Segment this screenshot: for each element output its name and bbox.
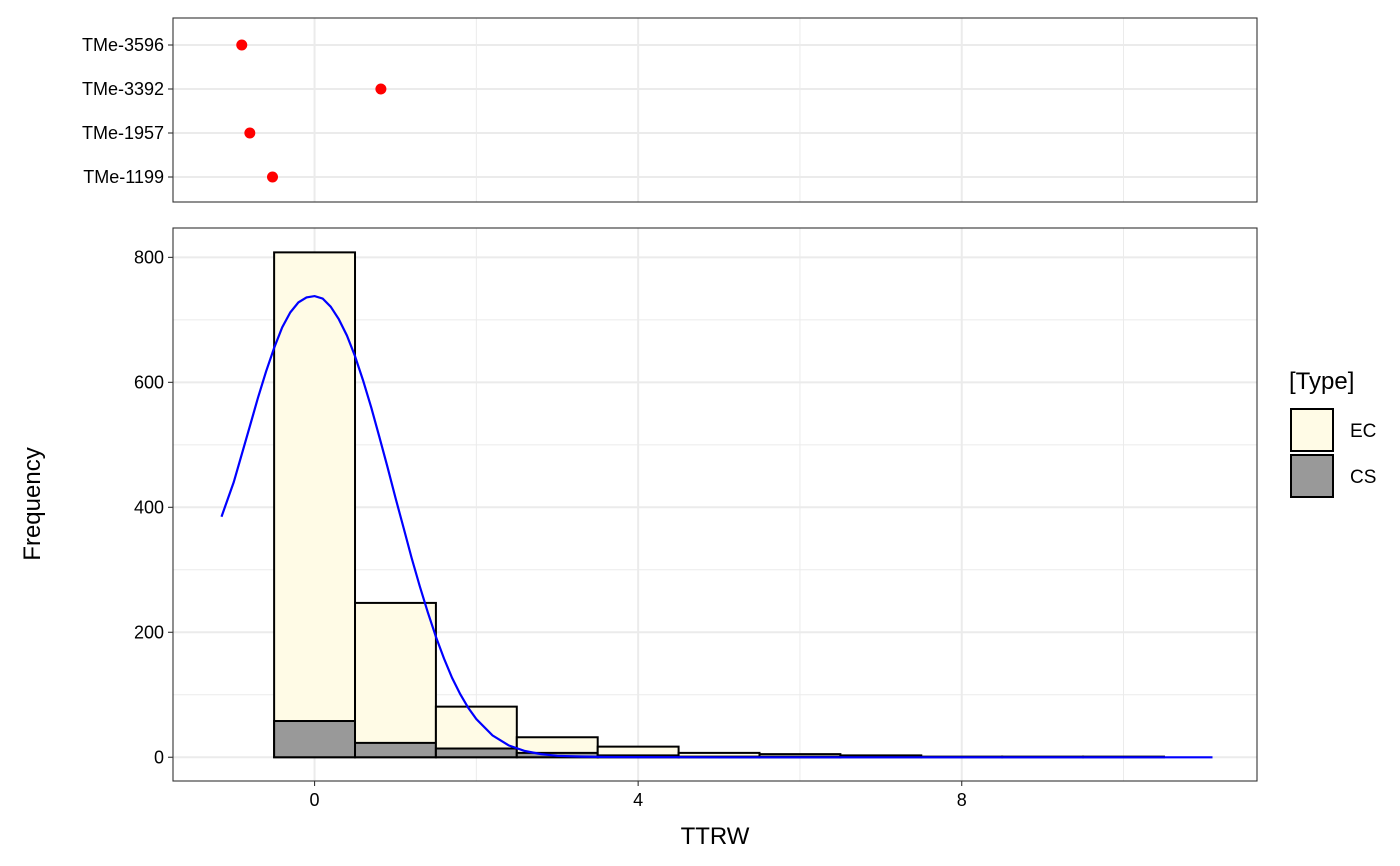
legend-key-ec <box>1290 408 1334 452</box>
legend-title: [Type] <box>1289 368 1354 395</box>
y-tick-label: TMe-1199 <box>83 167 164 187</box>
y-tick-label: 0 <box>154 747 164 767</box>
legend-keys: EC CS <box>1290 408 1376 498</box>
y-tick-label: 600 <box>134 372 164 392</box>
density-curve-line <box>220 294 1213 759</box>
y-tick-label: 200 <box>134 622 164 642</box>
data-point <box>236 39 248 51</box>
bar-cs <box>354 741 437 759</box>
dot-plot-y-tick-labels: TMe-3596 TMe-3392 TMe-1957 TMe-1199 <box>82 35 173 187</box>
legend-label-ec: EC <box>1350 421 1376 442</box>
x-tick-label: 0 <box>310 790 320 810</box>
y-tick-label: TMe-3596 <box>82 35 164 55</box>
y-axis-title: Frequency <box>19 447 46 560</box>
x-tick-label: 4 <box>633 790 643 810</box>
y-tick-label: 400 <box>134 497 164 517</box>
legend: [Type] EC CS <box>1289 368 1376 498</box>
x-axis-ticks: 0 4 8 <box>310 781 967 810</box>
data-point <box>375 83 387 95</box>
y-tick-label: 800 <box>134 247 164 267</box>
y-tick-label: TMe-1957 <box>82 123 164 143</box>
dot-plot-background <box>173 18 1257 202</box>
legend-key-cs <box>1290 454 1334 498</box>
bar-cs <box>434 747 518 759</box>
legend-label-cs: CS <box>1350 467 1376 488</box>
histogram-border <box>172 227 1258 782</box>
histogram-panel: 0 200 400 600 800 0 4 8 <box>134 227 1258 810</box>
bar-cs <box>273 720 357 759</box>
y-tick-label: TMe-3392 <box>82 79 164 99</box>
x-tick-label: 8 <box>957 790 967 810</box>
x-axis-title: TTRW <box>681 823 750 850</box>
dot-plot-border <box>172 17 1258 203</box>
y-axis-ticks: 0 200 400 600 800 <box>134 247 173 767</box>
bar-ec <box>354 601 437 759</box>
dot-plot-points <box>236 39 387 183</box>
dot-plot-panel: TMe-3596 TMe-3392 TMe-1957 TMe-1199 <box>82 17 1258 203</box>
data-point <box>267 171 279 183</box>
dot-plot-grid <box>173 18 1257 202</box>
bar-ec <box>273 251 357 759</box>
data-point <box>244 127 256 139</box>
